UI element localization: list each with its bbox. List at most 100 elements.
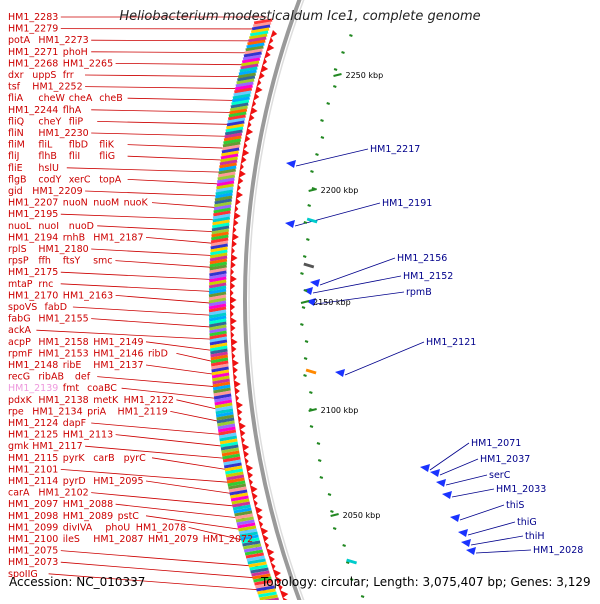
leader-line xyxy=(91,52,255,53)
gene-arrow xyxy=(264,51,271,59)
gene-label: ribD xyxy=(148,348,168,359)
gene-arrow xyxy=(251,100,256,108)
gene-arrow xyxy=(243,450,249,458)
gene-label: hslU xyxy=(38,163,59,174)
gene-label: cheA xyxy=(69,93,93,104)
outer-dash xyxy=(333,528,336,529)
gene-label: fliK xyxy=(99,140,115,151)
gene-label: HM1_2137 xyxy=(93,360,143,371)
gene-arrow xyxy=(230,282,235,290)
feature-triangle xyxy=(436,479,446,487)
gene-label: nuoD xyxy=(69,221,94,232)
gene-label: metK xyxy=(93,395,119,406)
gene-arrow xyxy=(253,93,259,101)
gene-arrow xyxy=(253,499,258,507)
gene-label: cheY xyxy=(38,116,61,127)
scale-tick-mark xyxy=(309,189,317,191)
leader-line xyxy=(152,203,225,209)
gene-arrow xyxy=(231,338,238,346)
gene-label: fliI xyxy=(69,151,80,162)
gene-label: HM1_2265 xyxy=(63,58,113,69)
genome-title: Heliobacterium modesticaldum Ice1, compl… xyxy=(0,9,600,24)
leader-line xyxy=(116,295,220,303)
gene-label: HM1_2098 xyxy=(8,511,58,522)
feature-triangle xyxy=(461,539,471,547)
right-gene-label: HM1_2121 xyxy=(426,337,476,348)
gene-label: dapF xyxy=(63,418,86,429)
gene-label: pyrD xyxy=(63,476,86,487)
gene-label: HM1_2113 xyxy=(63,430,113,441)
outer-dash xyxy=(303,256,306,257)
gene-arrow xyxy=(264,541,269,549)
gene-label: ffh xyxy=(38,256,51,267)
outer-dash xyxy=(305,341,308,342)
gene-label: HM1_2099 xyxy=(8,522,58,533)
leader-line xyxy=(91,40,259,41)
right-gene-label: HM1_2037 xyxy=(480,454,530,465)
gene-label: HM1_2170 xyxy=(8,290,58,301)
leader-line xyxy=(85,191,226,196)
gene-label: potA xyxy=(8,35,31,46)
gene-label: HM1_2180 xyxy=(38,244,88,255)
gene-arrow xyxy=(258,72,264,80)
gene-label: HM1_2163 xyxy=(63,290,113,301)
gene-label: ribE xyxy=(63,360,82,371)
left-label-row: ackA xyxy=(8,325,32,336)
gene-label: ftsY xyxy=(63,256,81,267)
gene-label: coaBC xyxy=(87,383,117,394)
gene-label: uppS xyxy=(32,70,56,81)
gene-arrow xyxy=(256,513,262,521)
gene-arrow xyxy=(239,422,246,430)
gene-label: HM1_2087 xyxy=(93,534,143,545)
leader-line xyxy=(296,149,368,166)
gene-label: pyrC xyxy=(124,453,147,464)
gene-label: HM1_2100 xyxy=(8,534,58,545)
gene-label: HM1_2114 xyxy=(8,476,58,487)
leader-line xyxy=(128,98,243,100)
leader-line xyxy=(320,258,395,285)
outer-dash xyxy=(304,375,307,376)
outer-dash xyxy=(300,273,303,274)
right-gene-label: HM1_2191 xyxy=(382,198,432,209)
gene-arrow xyxy=(233,226,237,234)
leader-line xyxy=(468,522,515,535)
gene-label: nuoN xyxy=(63,198,88,209)
leader-line xyxy=(295,203,380,226)
scale-tick-label: 2250 kbp xyxy=(346,71,384,80)
outer-dash xyxy=(321,137,324,138)
gene-arrow xyxy=(237,184,241,192)
gene-label: rplS xyxy=(8,244,27,255)
leader-line xyxy=(446,475,487,485)
gene-arrow xyxy=(268,555,275,563)
gene-label: rpsP xyxy=(8,256,29,267)
gene-arrow xyxy=(230,268,234,276)
outer-dash xyxy=(334,69,337,70)
feature-triangle xyxy=(420,464,430,472)
leader-line xyxy=(85,75,249,77)
gene-arrow xyxy=(230,324,235,332)
gene-label: fmt xyxy=(63,383,80,394)
right-gene-label: HM1_2152 xyxy=(403,271,453,282)
outer-dash xyxy=(300,324,303,325)
gene-arrow xyxy=(231,331,235,339)
gene-label: HM1_2072 xyxy=(203,534,253,545)
gene-label: carA xyxy=(8,488,30,499)
gene-arrow xyxy=(230,275,237,283)
left-label-row: HM1_2170 HM1_2163 xyxy=(8,290,113,301)
gene-arrow xyxy=(247,121,252,129)
leader-line xyxy=(91,319,220,328)
gene-arrow xyxy=(248,114,254,122)
